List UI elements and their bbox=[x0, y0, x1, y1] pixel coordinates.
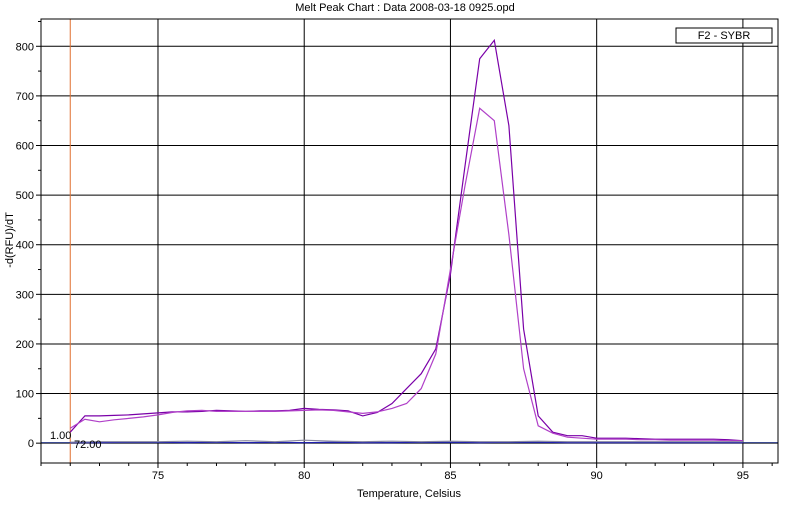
series-line-1 bbox=[69, 38, 743, 442]
y-tick-label: 400 bbox=[16, 240, 34, 252]
y-tick-label: 200 bbox=[16, 339, 34, 351]
x-tick-label: 75 bbox=[152, 470, 164, 482]
axis-ticks: 75 80 85 90 95 0 100 200 300 400 500 600 700 800 bbox=[16, 20, 773, 482]
y-tick-label: 0 bbox=[28, 438, 34, 450]
y-tick-label: 300 bbox=[16, 289, 34, 301]
series-line-4 bbox=[70, 439, 743, 443]
legend-entry: F2 - SYBR bbox=[698, 30, 751, 42]
gridlines bbox=[41, 19, 778, 463]
temperature-marker-label: 72.00 bbox=[74, 439, 102, 451]
legend-box bbox=[675, 27, 773, 44]
y-axis-title: -d(RFU)/dT bbox=[4, 212, 16, 268]
chart-title: Melt Peak Chart : Data 2008-03-18 0925.o… bbox=[295, 2, 515, 14]
x-axis-title: Temperature, Celsius bbox=[357, 488, 461, 500]
y-tick-label: 500 bbox=[16, 190, 34, 202]
x-tick-label: 80 bbox=[298, 470, 310, 482]
y-tick-label: 700 bbox=[16, 91, 34, 103]
x-tick-label: 90 bbox=[591, 470, 603, 482]
x-tick-label: 95 bbox=[737, 470, 749, 482]
threshold-label: 1.00 bbox=[50, 430, 71, 442]
series-layer bbox=[41, 19, 778, 463]
series-line-2 bbox=[69, 107, 743, 442]
y-tick-label: 100 bbox=[16, 389, 34, 401]
y-tick-label: 800 bbox=[16, 41, 34, 53]
plot-area bbox=[40, 18, 779, 464]
series-line-3 bbox=[70, 441, 743, 444]
legend: F2 - SYBR bbox=[675, 27, 773, 44]
x-tick-label: 85 bbox=[444, 470, 456, 482]
y-tick-label: 600 bbox=[16, 141, 34, 153]
